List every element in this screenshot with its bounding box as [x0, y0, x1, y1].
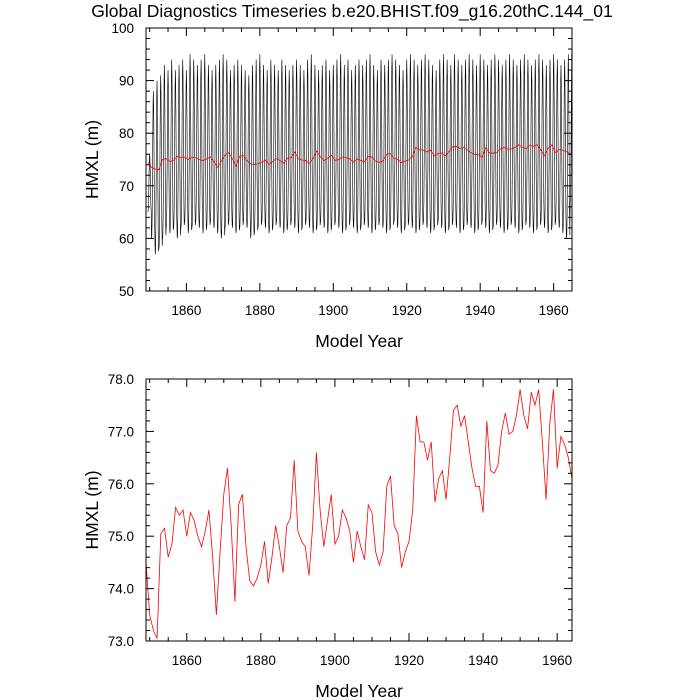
x-tick-label: 1900: [318, 303, 348, 318]
x-tick-label: 1900: [320, 653, 350, 668]
y-tick-label: 74.0: [108, 582, 134, 597]
y-tick-label: 70: [119, 179, 134, 194]
monthly-series-line: [147, 38, 573, 255]
top-panel: 1860 1880 1900 1920 1940 1960 50 60 70 80 90 100 Mod…: [82, 21, 573, 351]
annual-mean-line: [145, 389, 573, 639]
x-tick-label: 1940: [465, 303, 495, 318]
y-tick-label: 60: [119, 231, 134, 246]
y-tick-label: 76.0: [108, 477, 134, 492]
y-tick-label: 78.0: [108, 372, 134, 387]
x-axis-label: Model Year: [315, 331, 403, 351]
y-tick-label: 77.0: [108, 424, 134, 439]
y-tick-label: 90: [119, 74, 134, 89]
x-tick-label: 1920: [392, 303, 422, 318]
x-tick-label: 1860: [171, 303, 201, 318]
x-tick-label: 1860: [172, 653, 202, 668]
x-tick-label: 1880: [246, 653, 276, 668]
y-tick-label: 73.0: [108, 634, 134, 649]
x-tick-label: 1960: [539, 303, 569, 318]
x-tick-label: 1880: [245, 303, 275, 318]
y-tick-label: 80: [119, 126, 134, 141]
x-tick-label: 1940: [468, 653, 498, 668]
x-tick-label: 1920: [394, 653, 424, 668]
figure-title: Global Diagnostics Timeseries b.e20.BHIS…: [91, 1, 612, 22]
y-tick-label: 75.0: [108, 529, 134, 544]
x-axis-label: Model Year: [315, 681, 403, 700]
y-axis-label: HMXL (m): [82, 470, 102, 549]
plot-frame: [145, 378, 573, 642]
y-tick-label: 50: [119, 284, 134, 299]
x-tick-label: 1960: [542, 653, 572, 668]
y-tick-label: 100: [111, 21, 134, 36]
y-axis-label: HMXL (m): [82, 120, 102, 199]
plot-frame: [145, 27, 573, 292]
annual-mean-line: [147, 144, 573, 171]
bottom-panel: 1860 1880 1900 1920 1940 1960 73.0 74.0 75.0 76.0…: [82, 372, 573, 700]
